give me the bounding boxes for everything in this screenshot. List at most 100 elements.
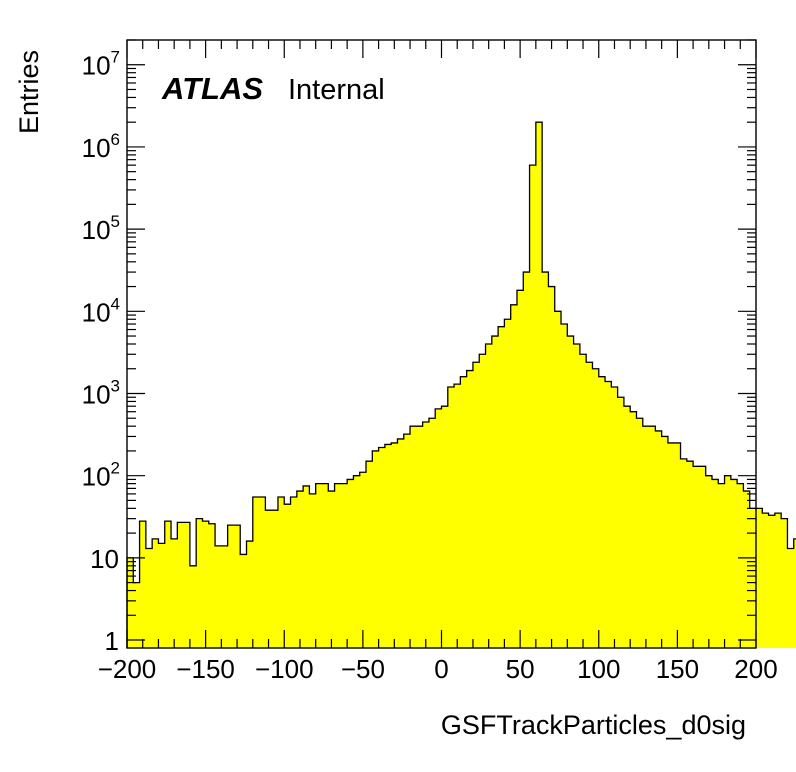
histogram-bar: [171, 538, 178, 648]
histogram-bar: [774, 513, 782, 648]
histogram-bar: [561, 324, 568, 648]
histogram-bar: [756, 508, 763, 648]
histogram-bar: [133, 582, 140, 648]
histogram-bar: [699, 466, 706, 648]
histogram-bar: [202, 521, 210, 648]
histogram-bar: [328, 491, 335, 648]
histogram-bar: [617, 397, 625, 648]
histogram-bar: [145, 548, 153, 648]
histogram-bar: [277, 497, 285, 648]
histogram-bar: [711, 479, 719, 648]
histogram-bar: [686, 461, 694, 648]
y-tick-label: 102: [82, 459, 120, 492]
histogram-bar: [447, 386, 455, 648]
histogram-bar: [152, 538, 159, 648]
histogram-bar: [435, 408, 442, 648]
histogram-bar: [516, 290, 524, 648]
histogram-bar: [573, 344, 581, 648]
histogram-bar: [196, 518, 203, 648]
histogram-bar: [642, 426, 650, 648]
histogram-bar: [649, 426, 656, 648]
histogram-bar: [164, 521, 172, 648]
x-tick-label: −100: [255, 654, 314, 684]
histogram-bar: [661, 436, 669, 648]
histogram-bar: [215, 545, 222, 648]
histogram-bar: [674, 442, 681, 648]
y-tick-label: 105: [82, 212, 120, 245]
histogram-bar: [781, 518, 788, 648]
histogram-bar: [598, 376, 606, 648]
histogram-bar: [353, 475, 361, 648]
histogram-bar: [454, 384, 461, 648]
x-tick-label: −50: [341, 654, 385, 684]
histogram-bar: [737, 483, 744, 648]
histogram-bar: [724, 475, 732, 648]
histogram-bar: [378, 447, 386, 648]
histogram-bar: [221, 545, 228, 648]
histogram-bar: [127, 557, 134, 648]
y-tick-label: 1: [105, 626, 119, 656]
histogram-bar: [428, 418, 436, 648]
atlas-label: ATLAS: [161, 71, 263, 106]
histogram-bar: [416, 426, 423, 648]
histogram-bar: [768, 515, 776, 648]
histogram-bar: [410, 426, 417, 648]
histogram-bar: [630, 411, 637, 648]
histogram-bar: [391, 442, 398, 648]
histogram-bar: [252, 497, 260, 648]
histogram-bar: [730, 479, 738, 648]
histogram-bar: [705, 475, 713, 648]
histogram-bar: [743, 491, 751, 648]
histogram-bar: [567, 336, 574, 648]
histogram-bar: [246, 541, 254, 648]
histogram-bar: [636, 418, 644, 648]
histogram-bar: [529, 165, 537, 648]
histogram-bars: [127, 122, 796, 648]
y-tick-label: 106: [82, 130, 120, 163]
histogram-bar: [271, 510, 279, 648]
histogram-bar: [397, 438, 405, 648]
histogram-bar: [334, 483, 342, 648]
histogram-bar: [309, 493, 316, 648]
histogram-bar: [315, 483, 323, 648]
histogram-bar: [655, 430, 662, 648]
histogram-bar: [542, 272, 549, 648]
histogram-bar: [139, 521, 147, 648]
y-tick-label: 107: [82, 48, 120, 81]
histogram-bar: [667, 442, 675, 648]
axis-ticks: [126, 39, 757, 648]
histogram-bar: [718, 483, 725, 648]
histogram-bar: [240, 554, 247, 648]
y-tick-labels: 1 10 102 103 104 105 106 107: [82, 48, 120, 656]
histogram-bar: [340, 483, 348, 648]
y-tick-label: 104: [82, 294, 120, 327]
histogram-bar: [592, 368, 600, 648]
histogram-bar: [554, 311, 562, 648]
histogram-bar: [259, 497, 266, 648]
histogram-bar: [762, 513, 769, 648]
histogram-bar: [290, 497, 298, 648]
histogram-bar: [422, 421, 430, 648]
histogram-bar: [472, 362, 480, 648]
histogram-bar: [460, 376, 467, 648]
histogram-bar: [347, 479, 354, 648]
histogram-bar: [504, 319, 511, 648]
histogram-bar: [485, 344, 493, 648]
histogram-bar: [749, 508, 757, 648]
histogram-bar: [403, 434, 411, 648]
histogram-bar: [680, 458, 688, 648]
histogram-bar: [693, 466, 700, 648]
histogram-bar: [523, 272, 530, 648]
y-tick-label: 10: [90, 544, 119, 574]
histogram-bar: [479, 354, 486, 648]
x-tick-label: 50: [506, 654, 535, 684]
histogram-bar: [498, 326, 505, 648]
histogram-bar: [296, 491, 304, 648]
x-tick-label: −200: [98, 654, 157, 684]
histogram-bar: [793, 538, 796, 648]
x-tick-label: 0: [434, 654, 448, 684]
histogram-bar: [208, 523, 216, 648]
histogram-bar: [177, 522, 184, 648]
histogram-bar: [535, 122, 543, 648]
x-tick-label: −150: [176, 654, 235, 684]
